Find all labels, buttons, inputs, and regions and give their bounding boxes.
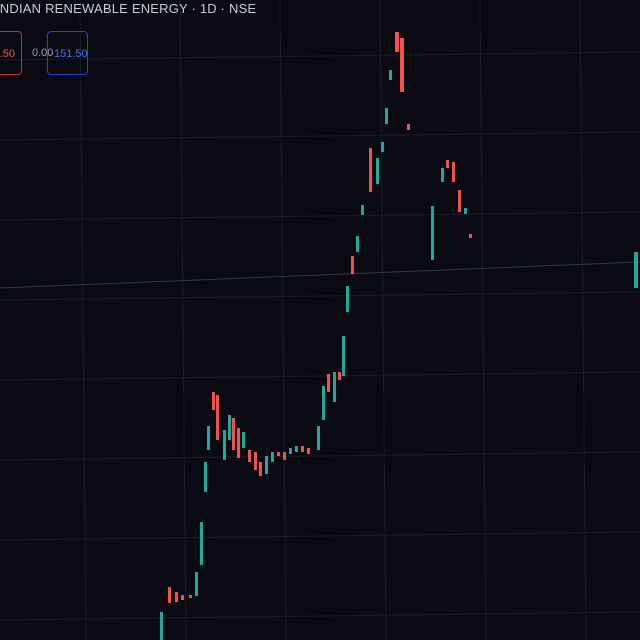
candle: [381, 142, 384, 152]
candle: [189, 595, 192, 598]
candle: [369, 148, 372, 192]
candle: [307, 448, 310, 454]
candle: [407, 124, 410, 130]
candle: [223, 430, 226, 460]
candle: [464, 208, 467, 214]
candle: [400, 38, 404, 92]
candle: [259, 462, 262, 476]
candle: [452, 162, 455, 182]
candle: [242, 432, 245, 448]
candle: [248, 450, 251, 462]
candle: [175, 592, 178, 602]
candle: [333, 372, 336, 402]
candle: [195, 572, 198, 596]
candle: [200, 522, 203, 565]
candle: [356, 236, 359, 252]
candle: [431, 206, 434, 260]
candle: [181, 595, 184, 600]
candle: [289, 448, 292, 454]
candle: [228, 415, 231, 440]
candle: [216, 395, 219, 440]
candle: [301, 446, 304, 452]
candle: [634, 252, 638, 288]
candle: [265, 456, 268, 474]
symbol-title: INDIAN RENEWABLE ENERGY · 1D · NSE: [0, 1, 257, 16]
candle: [346, 286, 349, 312]
candle: [342, 336, 345, 376]
sell-button[interactable]: 1.50: [0, 31, 22, 75]
price-line: [0, 261, 640, 289]
candle: [395, 32, 399, 52]
candle: [204, 462, 207, 492]
buy-button[interactable]: 151.50: [47, 31, 88, 75]
spread: 0.00: [32, 47, 54, 59]
candle: [327, 374, 330, 392]
candle: [283, 452, 286, 460]
candle: [338, 372, 341, 380]
candle: [458, 190, 461, 212]
candle: [469, 234, 472, 238]
candle: [317, 426, 320, 450]
candle: [237, 428, 240, 458]
candle: [389, 70, 392, 80]
candle: [322, 386, 325, 420]
candle: [254, 452, 257, 470]
candle: [361, 205, 364, 215]
candle: [207, 426, 210, 450]
candle: [295, 446, 298, 452]
candle: [232, 418, 235, 450]
candle: [351, 256, 354, 274]
candle: [168, 587, 171, 603]
candle: [160, 612, 163, 640]
candle: [376, 158, 379, 184]
candle: [271, 452, 274, 462]
candle: [441, 168, 444, 182]
candles: [160, 32, 638, 640]
candle: [385, 108, 388, 124]
candle: [277, 452, 280, 456]
candle: [446, 160, 449, 168]
candle: [212, 392, 215, 410]
